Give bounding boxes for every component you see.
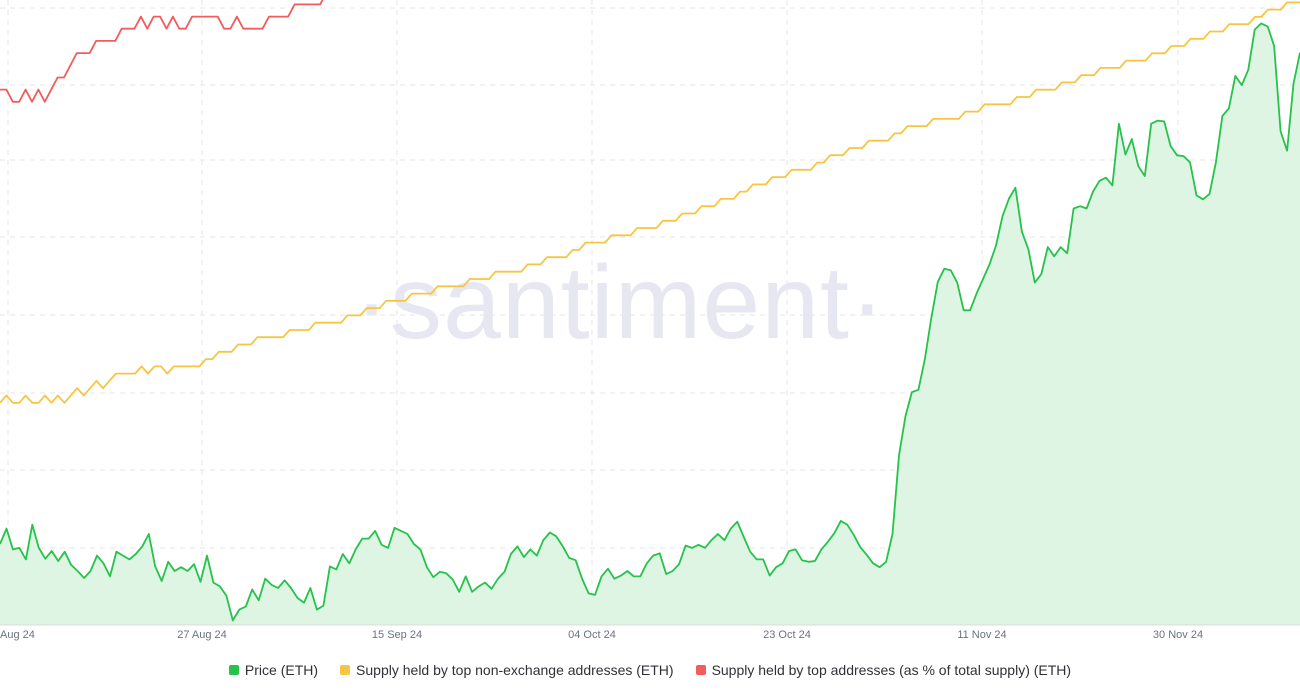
legend-label-price: Price (ETH)	[244, 662, 319, 678]
chart-plot: ·santiment· Aug 24 27 Aug 24 15 Sep 24 04 O…	[0, 0, 1300, 641]
legend-swatch-price	[228, 665, 239, 675]
x-axis: Aug 24 27 Aug 24 15 Sep 24 04 Oct 24 23 Oct …	[0, 624, 1300, 641]
x-tick-label: 11 Nov 24	[957, 629, 1006, 641]
x-tick-label: 04 Oct 24	[568, 629, 616, 641]
legend: Price (ETH) Supply held by top non-excha…	[0, 662, 1300, 678]
legend-item-top-addresses-supply[interactable]: Supply held by top addresses (as % of to…	[695, 662, 1072, 678]
watermark-logo: ·santiment·	[354, 245, 885, 361]
legend-swatch-top-addresses-supply	[695, 665, 706, 675]
legend-label-top-addresses-supply: Supply held by top addresses (as % of to…	[711, 662, 1072, 678]
legend-item-non-exchange-supply[interactable]: Supply held by top non-exchange addresse…	[340, 662, 674, 678]
legend-swatch-non-exchange-supply	[340, 665, 351, 675]
x-tick-label: 27 Aug 24	[177, 629, 227, 641]
legend-label-non-exchange-supply: Supply held by top non-exchange addresse…	[356, 662, 674, 678]
series-price-area	[0, 23, 1300, 625]
x-tick-label: 15 Sep 24	[372, 629, 422, 641]
x-tick-label: 23 Oct 24	[763, 629, 811, 641]
series-non-exchange-supply-line[interactable]	[0, 1, 1300, 404]
series-layer	[0, 0, 1300, 625]
legend-item-price[interactable]: Price (ETH)	[228, 662, 319, 678]
x-tick-label: 30 Nov 24	[1153, 629, 1203, 641]
series-top-addresses-supply-line[interactable]	[0, 0, 1300, 103]
series-price-line[interactable]	[0, 22, 1300, 622]
x-tick-label: Aug 24	[0, 629, 35, 641]
